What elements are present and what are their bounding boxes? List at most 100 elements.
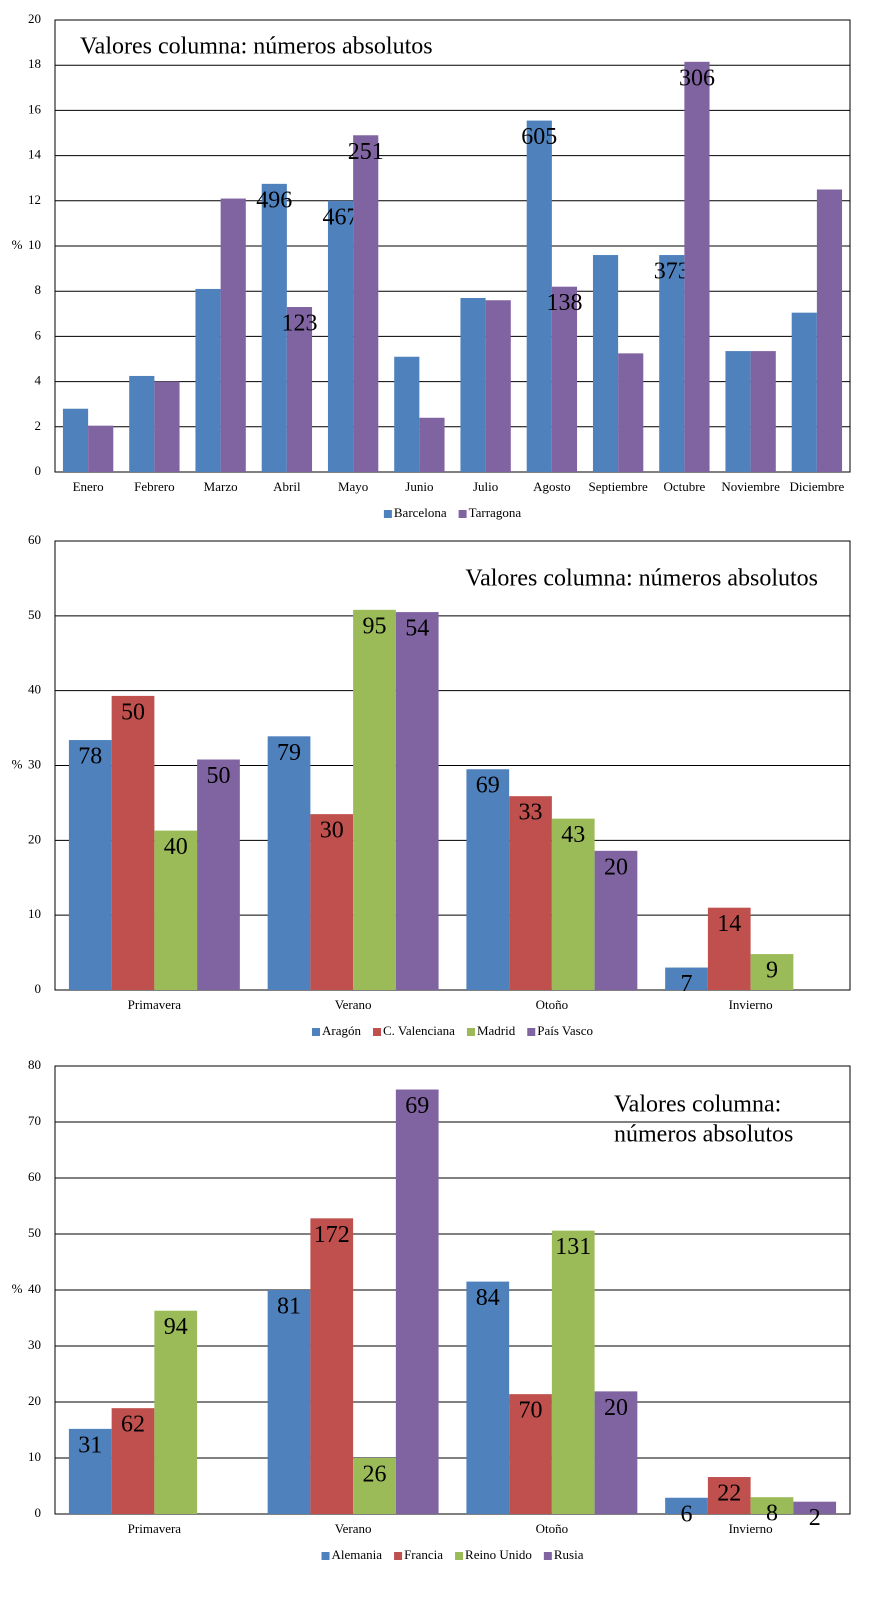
data-annotation: 172 [314, 1222, 350, 1248]
bar [395, 1089, 439, 1514]
bar [195, 288, 221, 472]
bar [327, 200, 354, 473]
bar [353, 135, 379, 472]
y-tick-label: 12 [28, 192, 41, 207]
y-tick-label: 16 [28, 101, 42, 116]
x-tick-label: Primavera [128, 1521, 182, 1536]
x-tick-label: Otoño [536, 1521, 569, 1536]
bar [154, 1310, 198, 1514]
y-tick-label: 40 [28, 1281, 41, 1296]
y-tick-label: 4 [35, 373, 42, 388]
y-tick-label: 10 [28, 237, 41, 252]
annotation: Valores columna: números absolutos [465, 566, 818, 592]
data-annotation: 31 [78, 1432, 102, 1458]
x-tick-label: Agosto [533, 479, 571, 494]
bar [197, 759, 240, 990]
y-tick-label: 0 [35, 1505, 42, 1520]
bar [68, 740, 112, 990]
legend-swatch [394, 1552, 403, 1560]
data-annotation: 467 [323, 204, 359, 230]
legend-label: Alemania [332, 1547, 383, 1562]
bar [261, 183, 287, 472]
data-annotation: 251 [348, 139, 384, 165]
bar [618, 353, 644, 472]
bar [684, 61, 710, 473]
y-tick-label: 6 [35, 327, 42, 342]
data-annotation: 131 [555, 1234, 591, 1260]
data-annotation: 22 [717, 1481, 741, 1507]
annotation: Valores columna: números absolutos [80, 34, 433, 60]
x-tick-label: Abril [273, 479, 301, 494]
x-tick-label: Febrero [134, 479, 174, 494]
legend-label: Reino Unido [465, 1547, 532, 1562]
data-annotation: 20 [604, 1395, 628, 1421]
annotation: Valores columna: [614, 1092, 781, 1118]
x-tick-label: Junio [405, 479, 433, 494]
bar [725, 351, 751, 472]
data-annotation: 26 [362, 1462, 386, 1488]
bar [592, 255, 619, 472]
data-annotation: 306 [679, 65, 715, 91]
data-annotation: 84 [476, 1285, 500, 1311]
data-annotation: 95 [362, 613, 386, 639]
bar [267, 1290, 311, 1514]
data-annotation: 70 [519, 1398, 543, 1424]
data-annotation: 62 [121, 1412, 145, 1438]
legend-swatch [321, 1552, 330, 1560]
data-annotation: 9 [766, 958, 778, 984]
data-annotation: 78 [78, 744, 102, 770]
y-axis-label: % [12, 1281, 23, 1296]
data-annotation: 40 [164, 834, 188, 860]
y-tick-label: 0 [35, 463, 42, 478]
bar [485, 300, 511, 472]
x-tick-label: Verano [335, 1521, 372, 1536]
bar [68, 1428, 112, 1514]
data-annotation: 69 [476, 773, 500, 799]
bar [419, 417, 445, 472]
y-tick-label: 8 [35, 282, 42, 297]
data-annotation: 8 [766, 1501, 778, 1527]
bar [466, 769, 510, 990]
bar [551, 818, 595, 990]
bar [526, 120, 552, 472]
legend-swatch [527, 1028, 536, 1036]
bar [750, 954, 794, 990]
y-tick-label: 0 [35, 981, 42, 996]
bar [395, 612, 439, 990]
y-tick-label: 50 [28, 1225, 41, 1240]
x-tick-label: Verano [335, 997, 372, 1012]
y-tick-label: 20 [28, 1393, 41, 1408]
y-tick-label: 30 [28, 756, 41, 771]
legend-label: Madrid [477, 1023, 516, 1038]
legend-label: Rusia [554, 1547, 584, 1562]
data-annotation: 138 [546, 290, 582, 316]
bar [310, 1218, 354, 1514]
bar [286, 307, 313, 472]
legend-label: Francia [404, 1547, 443, 1562]
x-tick-label: Diciembre [789, 479, 844, 494]
legend-swatch [455, 1552, 464, 1560]
bar [310, 814, 354, 990]
y-tick-label: 20 [28, 11, 41, 26]
bar [816, 189, 843, 472]
data-annotation: 50 [121, 699, 145, 725]
data-annotation: 14 [717, 911, 741, 937]
bar [750, 351, 776, 472]
plot-frame [54, 1065, 851, 1515]
data-annotation: 33 [519, 800, 543, 826]
bar [665, 1497, 708, 1514]
data-annotation: 50 [206, 763, 230, 789]
x-tick-label: Septiembre [589, 479, 648, 494]
data-annotation: 6 [681, 1501, 693, 1527]
legend-swatch [466, 1028, 475, 1036]
bar [267, 736, 311, 990]
bar [154, 381, 180, 472]
legend-label: País Vasco [537, 1023, 593, 1038]
data-annotation: 30 [320, 818, 344, 844]
x-tick-label: Invierno [729, 1521, 773, 1536]
x-tick-label: Marzo [204, 479, 238, 494]
bar [594, 850, 638, 990]
bar [111, 1408, 155, 1514]
y-tick-label: 60 [28, 532, 41, 547]
